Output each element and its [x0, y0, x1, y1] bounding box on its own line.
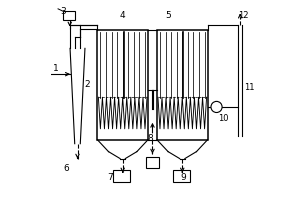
Text: 6: 6 [64, 164, 69, 173]
Text: 9: 9 [181, 173, 187, 182]
Bar [63, 11, 74, 20]
Text: 3: 3 [60, 7, 66, 16]
Text: 8: 8 [148, 134, 153, 143]
Circle shape [211, 101, 222, 113]
Bar [146, 157, 159, 168]
Text: 4: 4 [119, 11, 125, 20]
Text: 10: 10 [218, 114, 229, 123]
Text: 5: 5 [165, 11, 171, 20]
Bar [98, 30, 148, 140]
Polygon shape [70, 48, 85, 144]
Text: 2: 2 [84, 80, 90, 89]
Bar [157, 30, 208, 140]
Text: 7: 7 [107, 173, 113, 182]
Text: 11: 11 [244, 83, 254, 92]
Bar [113, 170, 130, 182]
Bar [173, 170, 190, 182]
Text: 1: 1 [53, 64, 59, 73]
Text: 12: 12 [238, 11, 249, 20]
